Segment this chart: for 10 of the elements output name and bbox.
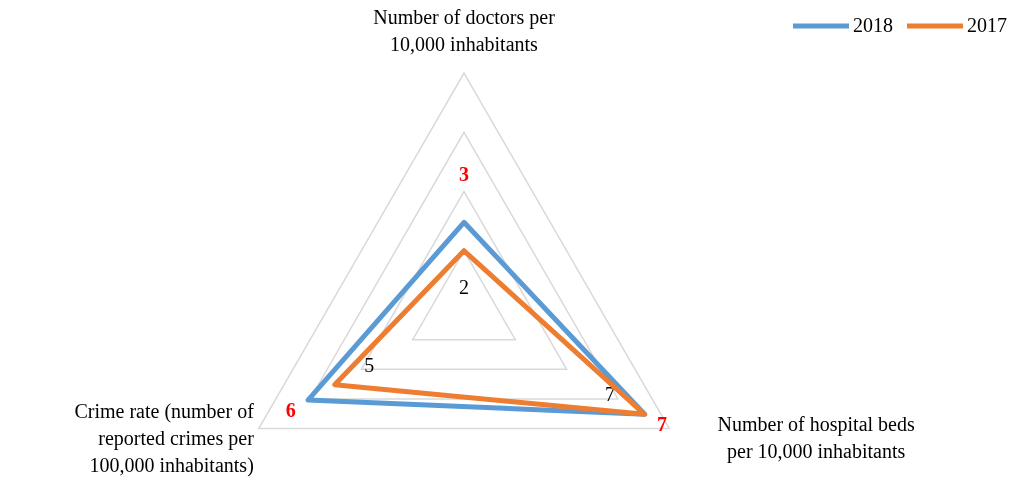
- text: 2: [459, 275, 469, 298]
- text: 5: [364, 353, 375, 376]
- legend-label: 2018: [853, 14, 893, 37]
- text: 7: [656, 413, 667, 436]
- spoke-label: Crime rate (number of reported crimes per 100,000 inhabitants): [74, 399, 255, 477]
- text: 3: [459, 163, 469, 186]
- text: 6: [285, 399, 296, 422]
- spoke-label: Number of hospital beds per 10,000 inhabitants: [717, 413, 915, 463]
- legend-label: 2017: [967, 14, 1007, 37]
- spoke-label: Number of doctors per 10,000 inhabitants: [373, 6, 556, 55]
